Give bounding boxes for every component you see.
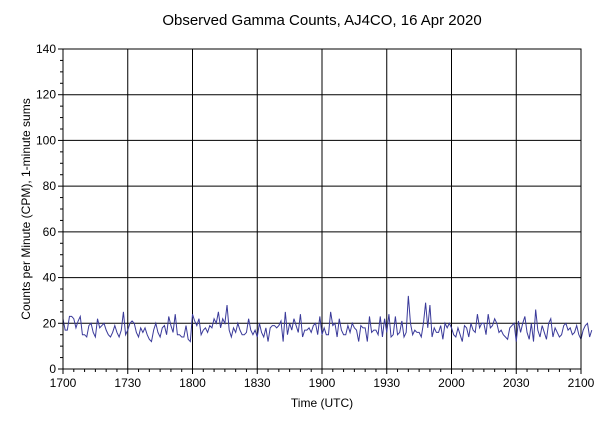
y-tick-label: 100 [36, 133, 56, 147]
y-tick-label: 0 [49, 362, 56, 376]
x-tick-label: 1930 [373, 376, 400, 390]
series-line [62, 295, 593, 343]
y-axis-label: Counts per Minute (CPM), 1-minute sums [19, 98, 33, 319]
x-tick-label: 2000 [438, 376, 465, 390]
x-tick-label: 1800 [179, 376, 206, 390]
y-tick-label: 140 [36, 42, 56, 56]
grid [63, 49, 581, 369]
x-tick-label: 2100 [568, 376, 595, 390]
x-tick-label: 1830 [244, 376, 271, 390]
x-tick-label: 1700 [50, 376, 77, 390]
x-tick-label: 1730 [114, 376, 141, 390]
x-axis-label: Time (UTC) [291, 396, 353, 410]
x-tick-label: 2030 [503, 376, 530, 390]
x-tick-label: 1900 [309, 376, 336, 390]
y-tick-label: 80 [43, 179, 57, 193]
y-tick-label: 20 [43, 316, 57, 330]
y-tick-label: 60 [43, 225, 57, 239]
y-tick-label: 40 [43, 271, 57, 285]
series-group [62, 295, 593, 343]
y-tick-label: 120 [36, 88, 56, 102]
ticks-group: 1700 1730 1800 1830 1900 1930 2000 2030 2100 0 20 4… [36, 42, 595, 390]
chart-title: Observed Gamma Counts, AJ4CO, 16 Apr 202… [162, 12, 481, 29]
